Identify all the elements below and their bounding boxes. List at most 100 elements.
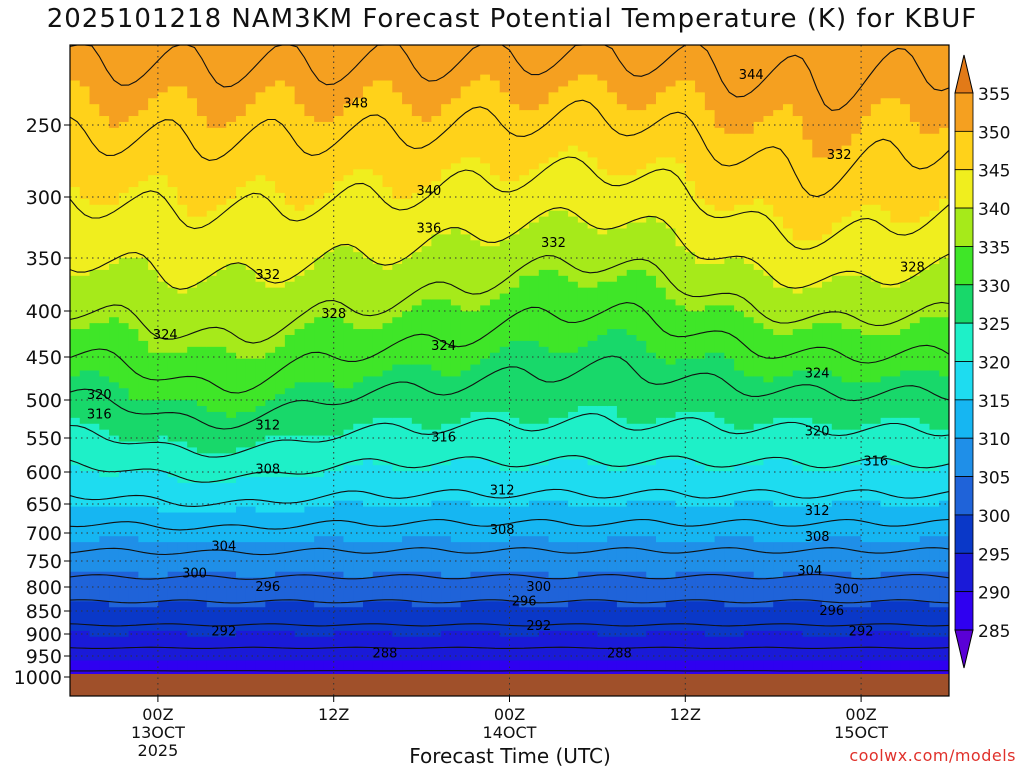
field-cell: [392, 198, 403, 265]
field-cell: [597, 80, 608, 170]
field-cell: [714, 471, 725, 508]
field-cell: [255, 630, 266, 662]
field-cell: [880, 571, 891, 602]
field-cell: [363, 169, 374, 259]
field-cell: [695, 198, 706, 265]
field-cell: [538, 607, 550, 632]
field-cell: [187, 45, 198, 99]
field-cell: [685, 252, 696, 312]
colorbar-band: [954, 246, 974, 286]
contour-label-308: 308: [255, 463, 280, 478]
field-cell: [343, 104, 354, 176]
field-cell: [177, 86, 188, 206]
field-cell: [909, 370, 921, 419]
field-cell: [509, 104, 520, 182]
field-cell: [548, 352, 559, 419]
field-cell: [519, 45, 530, 111]
field-cell: [333, 571, 345, 608]
field-cell: [99, 269, 110, 324]
field-cell: [402, 258, 413, 312]
field-cell: [753, 465, 765, 502]
field-cell: [841, 607, 852, 638]
field-cell: [226, 417, 237, 454]
field-cell: [929, 471, 940, 508]
field-cell: [919, 636, 931, 662]
field-cell: [812, 370, 823, 425]
field-cell: [939, 465, 949, 502]
field-cell: [304, 601, 315, 638]
field-cell: [509, 601, 520, 638]
chart-title: 2025101218 NAM3KM Forecast Potential Tem…: [46, 4, 978, 34]
field-cell: [919, 45, 931, 135]
field-cell: [470, 240, 481, 312]
field-cell: [148, 400, 159, 443]
contour-304: [70, 574, 949, 580]
field-cell: [206, 482, 218, 514]
source-credit[interactable]: coolwx.com/models: [849, 746, 1016, 765]
field-cell: [265, 512, 276, 543]
field-cell: [99, 477, 110, 508]
field-cell: [499, 45, 511, 93]
field-cell: [724, 636, 735, 662]
field-cell: [890, 630, 901, 662]
field-cell: [577, 74, 589, 153]
field-cell: [255, 358, 266, 407]
field-cell: [275, 346, 286, 395]
field-cell: [636, 269, 647, 342]
field-cell: [109, 571, 120, 608]
field-cell: [343, 429, 354, 466]
field-cell: [363, 45, 374, 88]
field-cell: [675, 80, 686, 164]
contour-label-292: 292: [849, 624, 874, 639]
field-cell: [616, 607, 628, 638]
field-cell: [226, 453, 237, 484]
field-cell: [568, 542, 579, 579]
field-cell: [900, 222, 911, 283]
field-cell: [558, 86, 569, 153]
field-cell: [773, 417, 784, 460]
field-cell: [753, 198, 765, 271]
field-cell: [831, 323, 843, 378]
field-cell: [187, 98, 198, 218]
field-cell: [372, 263, 384, 330]
field-cell: [577, 601, 589, 632]
field-cell: [812, 506, 823, 537]
field-cell: [245, 477, 257, 508]
field-cell: [861, 116, 872, 206]
field-cell: [323, 45, 335, 123]
field-cell: [714, 636, 725, 662]
field-cell: [99, 536, 110, 573]
field-cell: [822, 370, 833, 425]
contour-label-324: 324: [153, 328, 178, 343]
field-cell: [226, 263, 237, 354]
field-cell: [646, 352, 657, 425]
field-cell: [909, 417, 921, 472]
field-cell: [460, 234, 472, 312]
field-cell: [812, 536, 823, 573]
field-cell: [314, 121, 325, 200]
field-cell: [177, 482, 188, 514]
field-cell: [743, 429, 755, 466]
field-cell: [792, 571, 804, 602]
field-cell: [773, 45, 784, 111]
field-cell: [138, 45, 149, 111]
field-cell: [558, 45, 569, 88]
field-cell: [128, 258, 139, 330]
field-cell: [226, 542, 237, 573]
field-cell: [275, 630, 286, 662]
colorbar-band: [954, 130, 974, 171]
field-cell: [695, 542, 706, 573]
field-cell: [695, 311, 706, 360]
field-cell: [704, 542, 716, 573]
field-cell: [607, 228, 618, 283]
field-cell: [548, 210, 559, 271]
field-cell: [70, 45, 81, 82]
field-cell: [646, 536, 657, 579]
field-cell: [216, 571, 227, 608]
field-cell: [411, 536, 423, 573]
contour-label-288: 288: [373, 646, 398, 661]
field-cell: [675, 506, 686, 543]
field-cell: [743, 465, 755, 502]
field-cell: [265, 477, 276, 514]
field-cell: [70, 630, 81, 662]
